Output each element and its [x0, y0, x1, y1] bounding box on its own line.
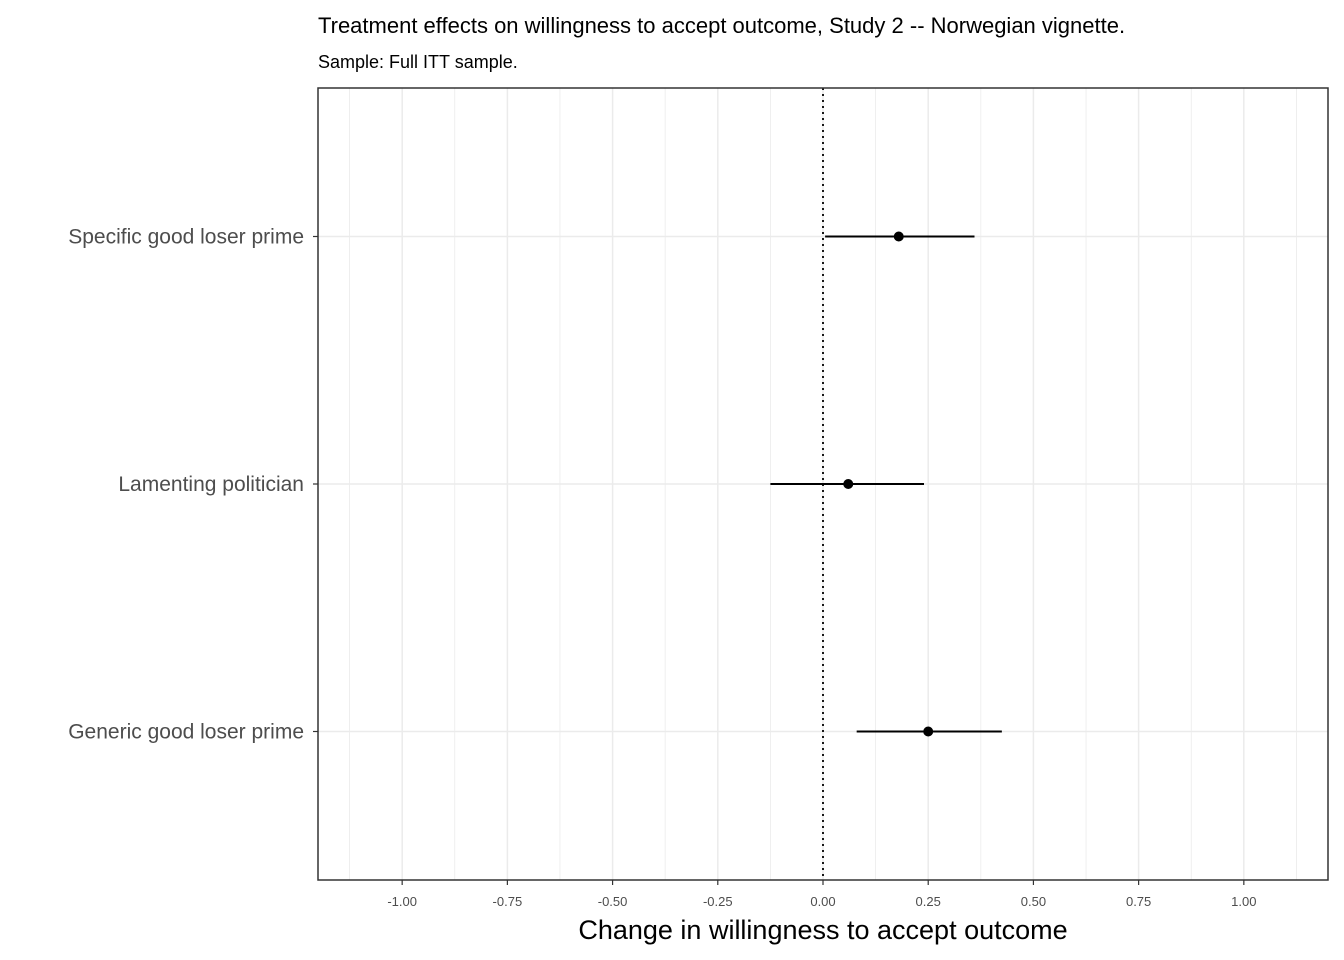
- grid-lines: [318, 88, 1328, 880]
- x-tick-label: 0.50: [1021, 894, 1046, 909]
- y-tick-label: Lamenting politician: [118, 473, 304, 496]
- chart-subtitle: Sample: Full ITT sample.: [318, 52, 518, 72]
- point-estimate: [923, 726, 934, 737]
- x-tick-label: -0.75: [493, 894, 523, 909]
- x-tick-label: -0.50: [598, 894, 628, 909]
- y-axis: Specific good loser prime Lamenting polit…: [68, 226, 318, 744]
- point-estimate: [843, 479, 854, 489]
- chart-title: Treatment effects on willingness to acce…: [318, 13, 1125, 38]
- y-tick-label: Specific good loser prime: [68, 226, 304, 249]
- x-tick-label: 0.00: [810, 894, 835, 909]
- x-tick-label: 1.00: [1231, 894, 1256, 909]
- x-axis-label: Change in willingness to accept outcome: [578, 915, 1067, 945]
- x-tick-label: 0.75: [1126, 894, 1151, 909]
- x-axis: -1.00 -0.75 -0.50 -0.25 0.00 0.25 0.50 0.75 1.00: [387, 880, 1256, 909]
- data-marks: [770, 231, 1002, 737]
- y-tick-label: Generic good loser prime: [68, 721, 304, 744]
- x-tick-label: -0.25: [703, 894, 733, 909]
- x-tick-label: -1.00: [387, 894, 417, 909]
- point-estimate: [893, 231, 904, 242]
- x-tick-label: 0.25: [916, 894, 941, 909]
